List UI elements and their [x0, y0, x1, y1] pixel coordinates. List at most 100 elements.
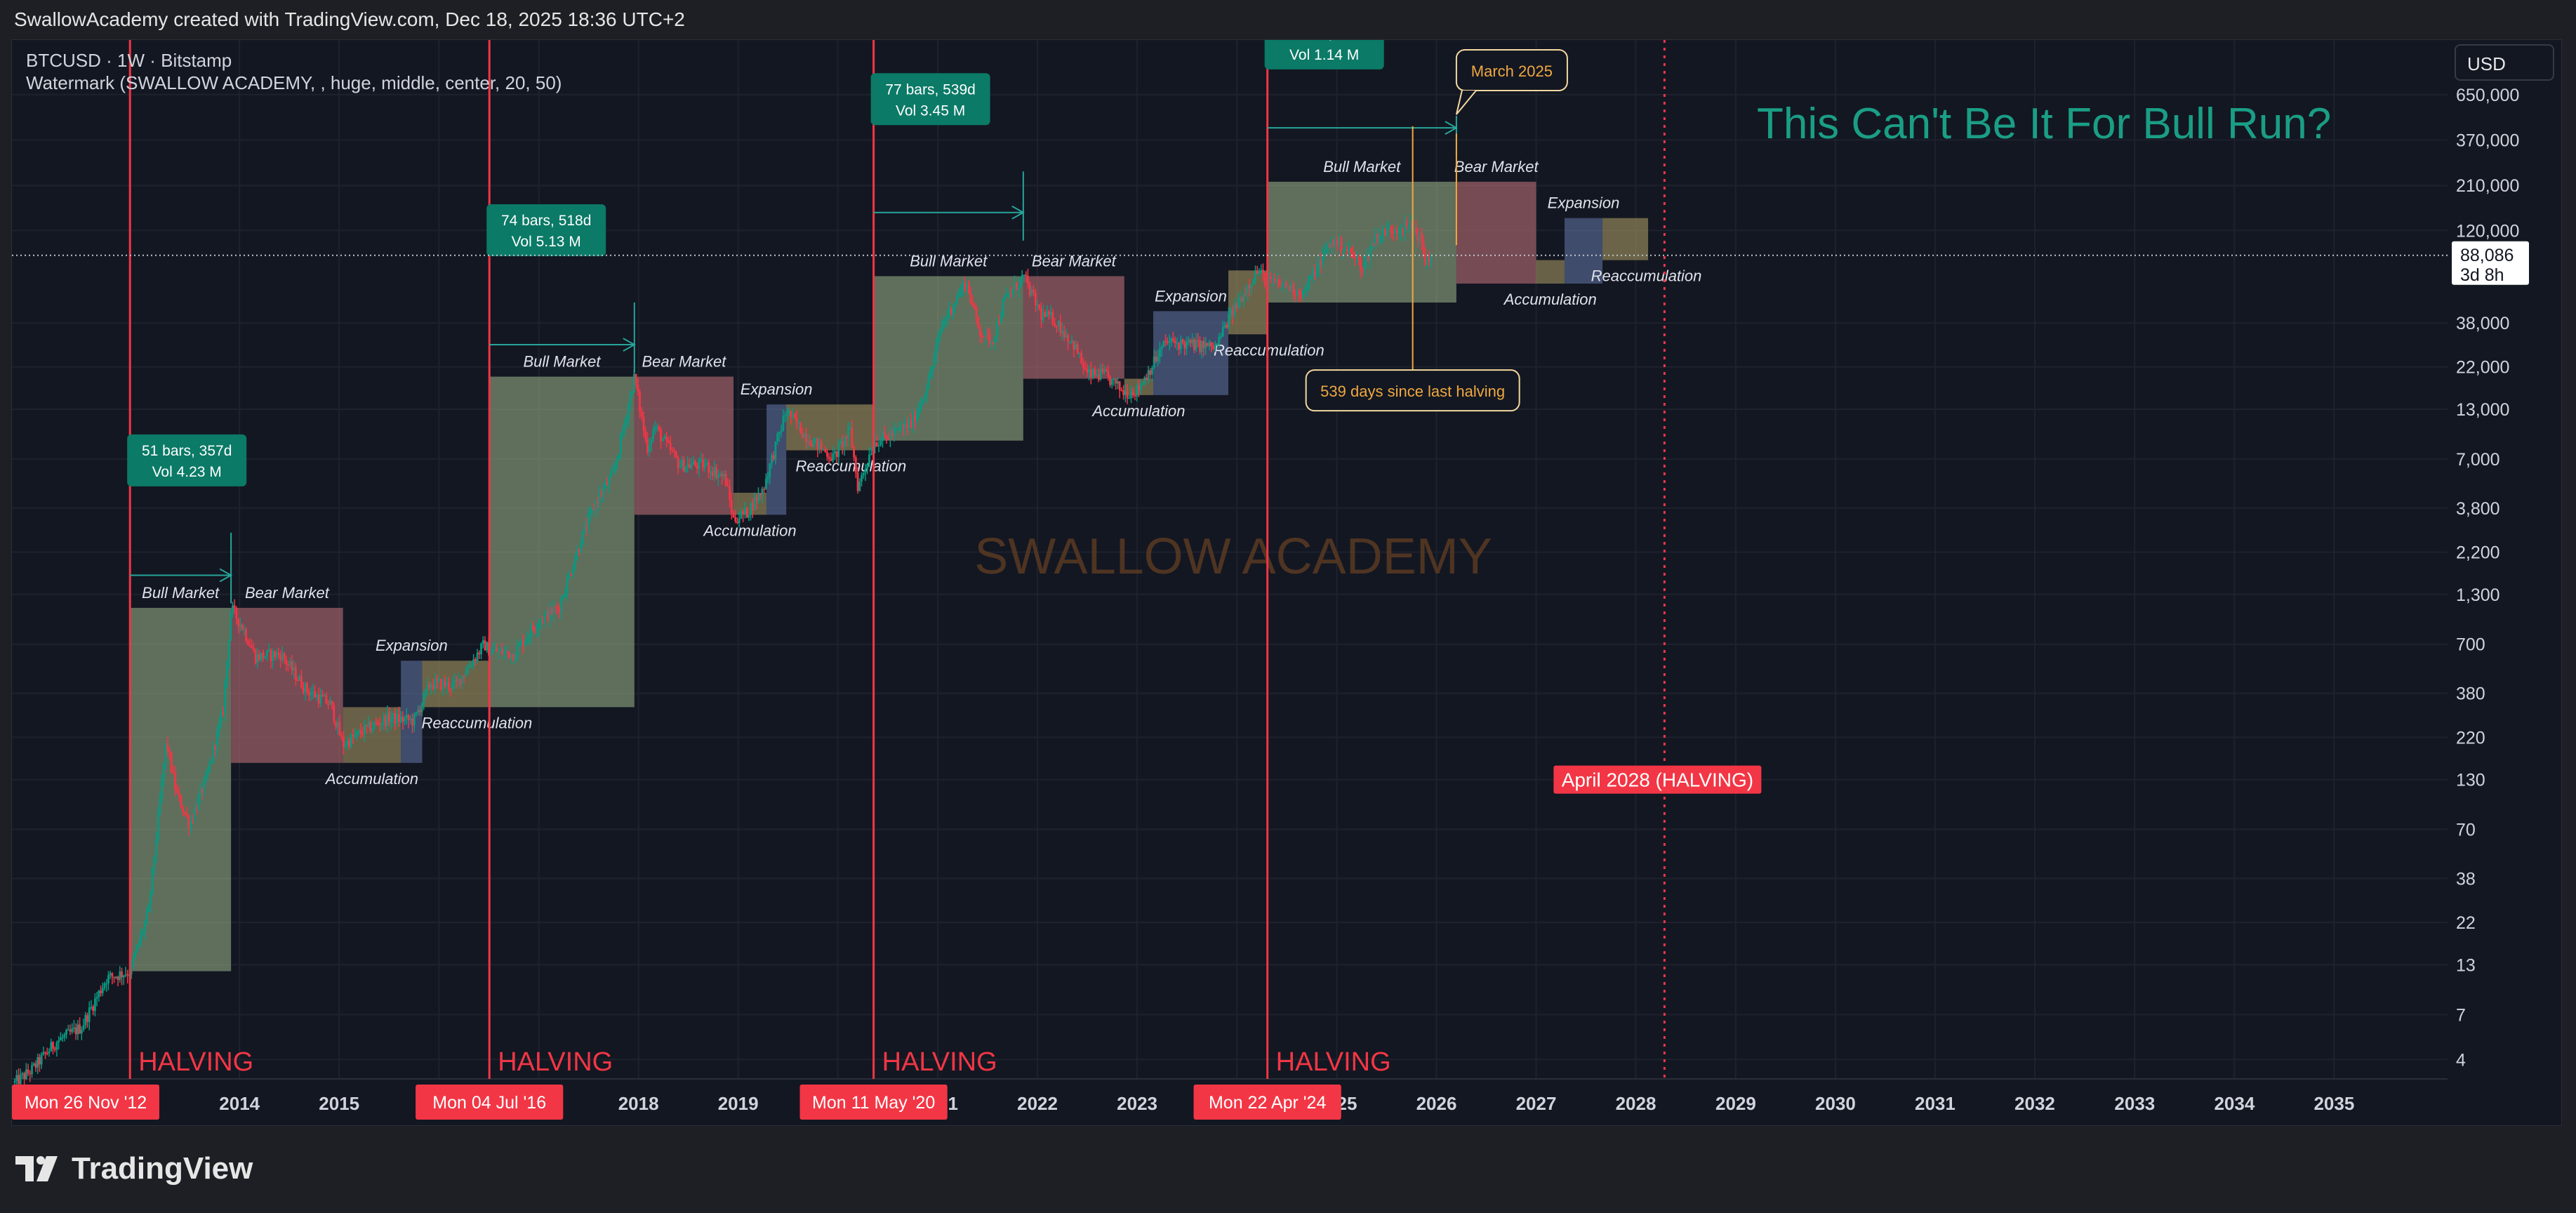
candle-body	[633, 373, 635, 393]
x-tick-label: 2015	[319, 1093, 359, 1114]
candle-body	[557, 607, 559, 609]
candle-body	[682, 459, 685, 472]
candle-body	[550, 607, 553, 614]
candle-body	[721, 474, 724, 477]
candle-body	[774, 441, 777, 460]
candle-body	[1067, 335, 1070, 343]
candle-body	[59, 1038, 62, 1041]
candle-body	[887, 437, 890, 440]
candle-body	[336, 722, 339, 728]
candle-body	[224, 682, 226, 714]
candle-body	[1147, 370, 1150, 380]
y-tick-label: 1,300	[2456, 585, 2500, 605]
phase-label: Bear Market	[1454, 158, 1539, 175]
candle-body	[549, 607, 551, 621]
candle-body	[1094, 369, 1096, 375]
y-tick-label: 22,000	[2456, 358, 2509, 378]
phase-box-bear	[1023, 276, 1124, 379]
candle-body	[145, 912, 148, 923]
candle-body	[547, 611, 550, 621]
candle-body	[1110, 378, 1113, 385]
candle-body	[1233, 303, 1235, 317]
candle-body	[1294, 294, 1297, 296]
candle-body	[1004, 296, 1007, 300]
candle-body	[644, 430, 647, 439]
candle-body	[1273, 279, 1276, 282]
candle-body	[954, 303, 957, 307]
candle-body	[149, 892, 152, 905]
price-chart[interactable]: SWALLOW ACADEMY Bull Market Bear Market Acc…	[12, 40, 2562, 1126]
candle-body	[1059, 321, 1062, 334]
candle-body	[750, 503, 752, 515]
candle-body	[973, 304, 976, 307]
candle-body	[1042, 312, 1044, 320]
candle-body	[830, 458, 832, 461]
candle-body	[958, 295, 960, 296]
candle-body	[1118, 381, 1121, 390]
candle-body	[501, 649, 503, 654]
candle-body	[931, 366, 934, 374]
candle-body	[967, 281, 970, 293]
candle-body	[898, 427, 901, 429]
candle-body	[801, 433, 804, 438]
phase-label: Bull Market	[523, 353, 601, 371]
candle-body	[1283, 281, 1285, 284]
candle-body	[1296, 291, 1299, 296]
candle-body	[157, 812, 159, 840]
candle-body	[446, 682, 448, 687]
candle-body	[1023, 274, 1025, 276]
symbol-legend[interactable]: BTCUSD · 1W · Bitstamp	[26, 50, 232, 71]
candle-body	[581, 531, 584, 546]
candle-body	[990, 343, 993, 344]
candle-body	[499, 649, 502, 651]
candle-body	[1313, 270, 1316, 277]
candle-body	[1416, 233, 1419, 241]
candle-body	[1086, 369, 1089, 373]
candle-body	[828, 456, 830, 459]
candle-body	[1157, 357, 1160, 362]
candle-body	[390, 718, 392, 722]
candle-body	[225, 661, 228, 683]
candle-body	[143, 922, 146, 932]
tradingview-logo[interactable]: TradingView	[15, 1151, 253, 1186]
candle-body	[1298, 291, 1301, 296]
candle-body	[514, 656, 517, 661]
candle-body	[77, 1024, 79, 1035]
candle-body	[568, 574, 571, 578]
indicator-legend[interactable]: Watermark (SWALLOW ACADEMY, , huge, midd…	[26, 72, 562, 93]
candle-body	[1134, 395, 1136, 397]
candle-body	[1421, 232, 1423, 243]
candle-body	[996, 322, 999, 338]
candle-body	[1124, 391, 1127, 395]
candle-body	[1373, 244, 1375, 246]
candle-body	[1223, 324, 1226, 327]
candle-body	[36, 1057, 39, 1068]
candle-body	[163, 763, 165, 779]
chart-panel[interactable]: SWALLOW ACADEMY Bull Market Bear Market Acc…	[11, 39, 2562, 1126]
phase-box-expansion	[1153, 311, 1229, 395]
candle-body	[694, 461, 696, 465]
candle-body	[1048, 311, 1050, 315]
candle-body	[1080, 352, 1083, 364]
candle-body	[537, 623, 540, 629]
candle-body	[1268, 276, 1270, 278]
candle-body	[1262, 270, 1264, 273]
candle-body	[105, 983, 108, 985]
candle-body	[434, 679, 437, 689]
candle-body	[927, 376, 930, 390]
candle-body	[705, 463, 708, 465]
candle-body	[1084, 367, 1087, 369]
candle-body	[409, 718, 412, 720]
currency-button[interactable]: USD	[2455, 44, 2554, 81]
candle-body	[55, 1042, 58, 1050]
candle-body	[119, 972, 121, 980]
halving-date-badge	[799, 1085, 948, 1120]
candle-body	[1017, 287, 1020, 290]
candle-body	[1392, 231, 1395, 234]
candle-body	[1369, 249, 1372, 261]
candle-body	[713, 467, 716, 477]
header-bar: SwallowAcademy created with TradingView.…	[0, 0, 2576, 39]
candle-body	[703, 464, 706, 468]
callout-text: March 2025	[1471, 62, 1553, 80]
phase-label: Reaccumulation	[421, 714, 532, 731]
